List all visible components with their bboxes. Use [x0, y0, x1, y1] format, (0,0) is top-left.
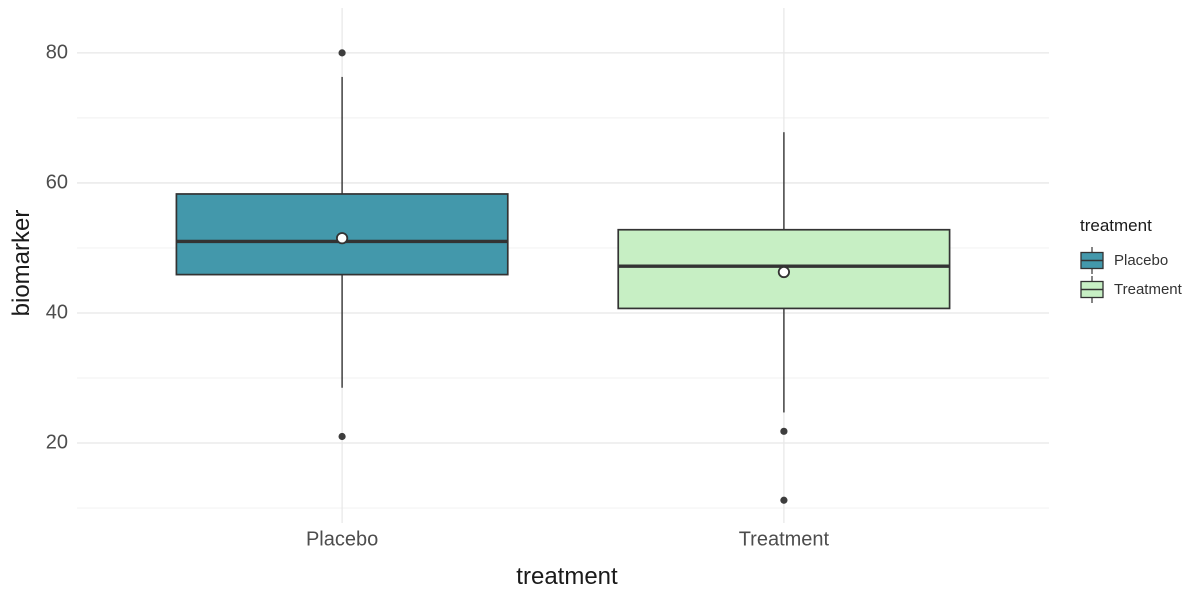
legend-title: treatment — [1080, 216, 1152, 235]
y-tick-label: 80 — [45, 41, 68, 64]
legend-label: Treatment — [1114, 281, 1182, 298]
y-axis-title: biomarker — [8, 209, 35, 317]
legend: treatment Placebo Treatment — [1080, 216, 1198, 304]
y-tick-label: 20 — [45, 431, 68, 454]
legend-item-placebo: Placebo — [1080, 246, 1198, 275]
outlier-point-placebo — [338, 432, 346, 441]
y-tick-label: 40 — [45, 301, 68, 324]
y-tick-label: 60 — [45, 171, 68, 194]
plot-panel — [77, 8, 1049, 523]
legend-key-boxplot-icon — [1080, 276, 1104, 303]
outlier-point-treatment — [780, 496, 788, 504]
mean-point-treatment — [777, 265, 791, 279]
x-axis-title: treatment — [516, 563, 618, 590]
x-tick-label-treatment: Treatment — [738, 528, 830, 551]
legend-items: Placebo Treatment — [1080, 246, 1198, 304]
outlier-point-treatment — [780, 427, 788, 435]
legend-item-treatment: Treatment — [1080, 275, 1198, 304]
mean-point-placebo — [335, 232, 349, 245]
legend-label: Placebo — [1114, 252, 1169, 269]
legend-key-boxplot-icon — [1080, 247, 1104, 274]
x-tick-label-placebo: Placebo — [305, 528, 379, 551]
boxplot-canvas — [77, 8, 1049, 523]
outlier-point-placebo — [338, 49, 346, 57]
